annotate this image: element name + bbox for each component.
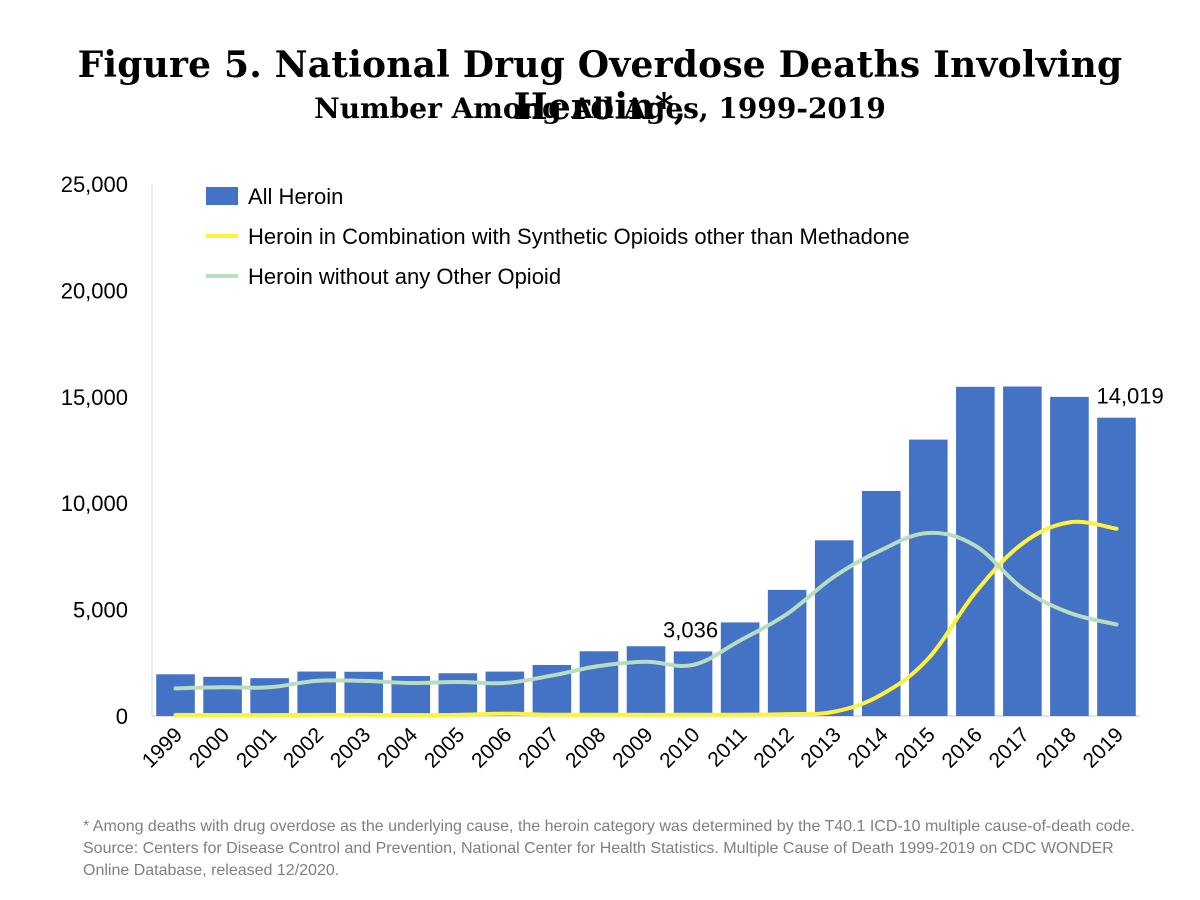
y-tick-label: 0	[116, 704, 128, 729]
x-tick-label: 2011	[703, 723, 751, 771]
data-labels: 3,036 14,019	[663, 384, 1164, 643]
y-tick-label: 20,000	[61, 278, 128, 303]
legend-label: Heroin in Combination with Synthetic Opi…	[248, 224, 910, 249]
legend: All Heroin Heroin in Combination with Syn…	[206, 184, 910, 289]
bar-2019	[1097, 417, 1136, 716]
x-tick-label: 2004	[373, 723, 423, 773]
y-tick-label: 10,000	[61, 491, 128, 516]
x-tick-label: 2015	[891, 723, 940, 772]
bar-2002	[297, 671, 336, 716]
bar-2016	[956, 386, 995, 716]
bar-2003	[344, 671, 384, 716]
footnote: * Among deaths with drug overdose as the…	[83, 818, 1135, 879]
bar-2008	[579, 651, 619, 716]
bar-2005	[438, 673, 478, 716]
line-series	[173, 519, 1119, 718]
bar-2014	[861, 490, 901, 716]
legend-label: All Heroin	[248, 184, 343, 209]
x-tick-label: 2002	[279, 723, 328, 772]
bar-2011	[720, 622, 760, 716]
bar-2012	[767, 589, 807, 716]
x-tick-label: 2003	[326, 723, 375, 772]
bar-2006	[485, 671, 525, 716]
x-tick-label: 2000	[185, 723, 234, 772]
line-heroin-without-other-opioid	[173, 530, 1119, 691]
y-tick-label: 5,000	[73, 598, 128, 623]
x-tick-label: 2019	[1079, 723, 1128, 772]
bar-1999	[156, 674, 195, 716]
x-tick-label: 2016	[938, 723, 987, 772]
x-tick-label: 2012	[749, 723, 798, 772]
bar-series	[156, 386, 1136, 716]
x-tick-label: 2007	[514, 723, 563, 772]
line-heroin-with-synthetic-opioids	[173, 519, 1119, 718]
chart-subtitle: Number Among All Ages, 1999-2019	[314, 92, 886, 125]
x-tick-label: 2005	[420, 723, 469, 772]
x-tick-label: 2018	[1032, 723, 1081, 772]
x-tick-label: 2006	[467, 723, 516, 772]
bar-2009	[626, 646, 666, 716]
bar-2000	[203, 676, 242, 716]
legend-swatch-all-heroin	[206, 187, 238, 205]
x-tick-label: 2001	[232, 723, 281, 772]
x-tick-label: 2014	[843, 723, 893, 773]
bar-2017	[1003, 386, 1042, 716]
x-tick-label: 2013	[796, 723, 845, 772]
x-tick-label: 2008	[561, 723, 610, 772]
y-tick-label: 15,000	[61, 385, 128, 410]
data-label-2010: 3,036	[663, 617, 718, 642]
x-tick-label: 1999	[138, 723, 187, 772]
legend-label: Heroin without any Other Opioid	[248, 264, 561, 289]
x-tick-label: 2009	[608, 723, 657, 772]
x-tick-label: 2010	[655, 723, 704, 772]
bar-2015	[908, 439, 948, 716]
bar-2018	[1050, 396, 1089, 716]
data-label-2019: 14,019	[1096, 384, 1163, 409]
y-tick-label: 25,000	[61, 172, 128, 197]
chart-title: Figure 5. National Drug Overdose Deaths …	[77, 44, 1123, 128]
x-tick-label: 2017	[985, 723, 1034, 772]
chart-svg: 05,00010,00015,00020,00025,0001999200020…	[61, 172, 1164, 773]
